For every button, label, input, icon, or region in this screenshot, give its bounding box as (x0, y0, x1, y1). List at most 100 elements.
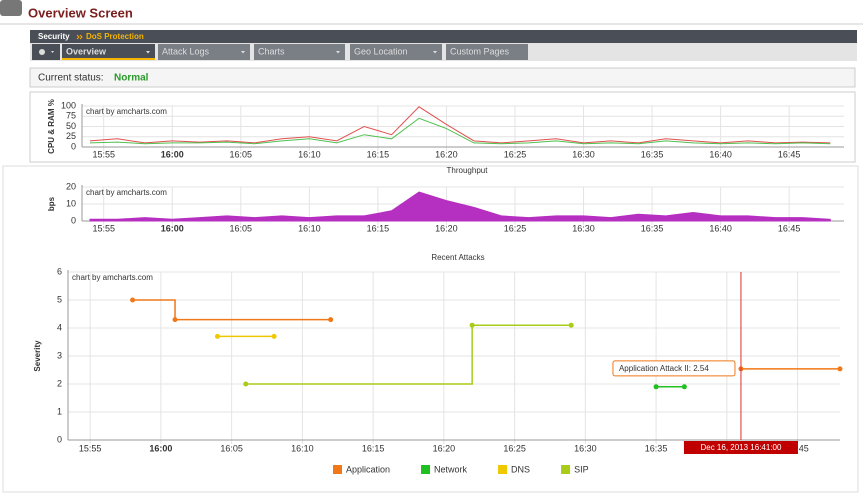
status-label: Current status: (38, 73, 104, 84)
attack-point (837, 366, 843, 372)
legend-swatch (421, 465, 431, 474)
status-value: Normal (114, 73, 149, 84)
chart: Recent Attacks Severity 0 1 2 3 4 5 6 15:55 16:00 1… (33, 253, 843, 474)
logo-icon (0, 0, 22, 16)
status-box (29, 67, 856, 88)
dropdown-arrow (51, 51, 54, 53)
cursor-label: Dec 16, 2013 16:41:00 (700, 443, 782, 452)
chart-title: Recent Attacks (431, 253, 484, 262)
x-tick-label: 16:40 (709, 149, 732, 159)
x-tick-label: 16:35 (645, 443, 668, 453)
x-tick-label: 16:05 (220, 443, 243, 453)
attack-point (172, 317, 178, 323)
legend-swatch (333, 465, 342, 474)
x-tick-label: 16:00 (149, 443, 172, 453)
tab[interactable] (158, 44, 250, 60)
x-tick-label: 16:05 (230, 223, 253, 233)
attack-point (243, 381, 249, 387)
tooltip: Application Attack II: 2.54 (619, 364, 709, 373)
x-tick-label: 15:55 (92, 223, 115, 233)
x-tick-label: 16:20 (435, 149, 458, 159)
x-tick-label: 16:25 (504, 149, 527, 159)
attack-point (681, 384, 687, 390)
step-line (245, 324, 572, 385)
y-tick-label: 2 (57, 378, 62, 388)
tab-label: Overview (66, 46, 107, 56)
tab[interactable] (350, 44, 442, 60)
attack-point (328, 317, 334, 323)
x-tick-label: 16:25 (503, 443, 526, 453)
tooltip-bg (612, 360, 736, 377)
line (89, 106, 831, 144)
legend-label: Application (346, 464, 390, 474)
attack-point (568, 322, 574, 328)
breadcrumb-item[interactable]: Security (38, 32, 70, 41)
breadcrumb-bar (30, 30, 857, 43)
x-tick-label: 15:55 (79, 443, 102, 453)
x-tick-label: 16:30 (572, 223, 595, 233)
watermark: chart by amcharts.com (86, 107, 167, 116)
x-tick-label: 16:40 (709, 223, 732, 233)
y-axis-label: CPU & RAM % (47, 99, 56, 154)
y-tick-label: 0 (71, 141, 76, 151)
y-axis-label: Severity (33, 340, 42, 372)
tab-label: Charts (258, 46, 285, 56)
tab[interactable] (446, 44, 528, 60)
area (89, 191, 831, 222)
x-tick-label: 16:30 (572, 149, 595, 159)
breadcrumb-item[interactable]: DoS Protection (86, 32, 144, 41)
tab[interactable] (62, 44, 155, 60)
x-tick-label: 16:00 (161, 223, 184, 233)
y-tick-label: 6 (57, 266, 62, 276)
attack-point (214, 333, 220, 339)
watermark: chart by amcharts.com (72, 273, 153, 282)
y-tick-label: 0 (71, 215, 76, 225)
dropdown-arrow (241, 51, 245, 54)
x-tick-label: 16:15 (362, 443, 385, 453)
chart-title: Throughput (447, 166, 489, 175)
x-tick-label: 16:45 (778, 223, 801, 233)
x-tick-label: 16:45 (778, 149, 801, 159)
attack-point (469, 322, 475, 328)
y-tick-label: 10 (66, 198, 76, 208)
legend-swatch (561, 465, 571, 474)
page-title: Overview Screen (28, 5, 133, 20)
x-tick-label: 16:15 (367, 223, 390, 233)
attack-point (271, 333, 277, 339)
tab-label: Attack Logs (162, 46, 210, 56)
dropdown-arrow (336, 51, 340, 54)
x-tick-label: 16:35 (641, 223, 664, 233)
x-tick-label: 16:30 (574, 443, 597, 453)
x-tick-label: 15:55 (92, 149, 115, 159)
tab[interactable] (254, 44, 345, 60)
attack-point (130, 297, 136, 303)
x-tick-label: 16:25 (504, 223, 527, 233)
dropdown-arrow (146, 51, 150, 54)
cursor-label-bg (683, 441, 798, 454)
x-tick-label: 16:10 (298, 149, 321, 159)
x-tick-label: 16:15 (367, 149, 390, 159)
legend-label: DNS (511, 464, 530, 474)
x-tick-label: 16:05 (230, 149, 253, 159)
y-tick-label: 20 (66, 181, 76, 191)
legend-label: Network (434, 464, 468, 474)
tab-label: Custom Pages (450, 46, 510, 56)
y-tick-label: 75 (66, 111, 76, 121)
y-tick-label: 3 (57, 350, 62, 360)
y-tick-label: 5 (57, 294, 62, 304)
line (89, 117, 831, 145)
gear-icon (39, 49, 45, 55)
step-line (132, 299, 840, 370)
y-tick-label: 100 (61, 100, 76, 110)
legend-label: SIP (574, 464, 589, 474)
watermark: chart by amcharts.com (86, 188, 167, 197)
x-tick-label: 16:10 (291, 443, 314, 453)
y-tick-label: 1 (57, 406, 62, 416)
x-tick-label: 16:35 (641, 149, 664, 159)
y-tick-label: 25 (66, 131, 76, 141)
settings-tab[interactable] (32, 44, 60, 60)
x-tick-label: 16:00 (161, 149, 184, 159)
x-tick-label: 16:10 (298, 223, 321, 233)
